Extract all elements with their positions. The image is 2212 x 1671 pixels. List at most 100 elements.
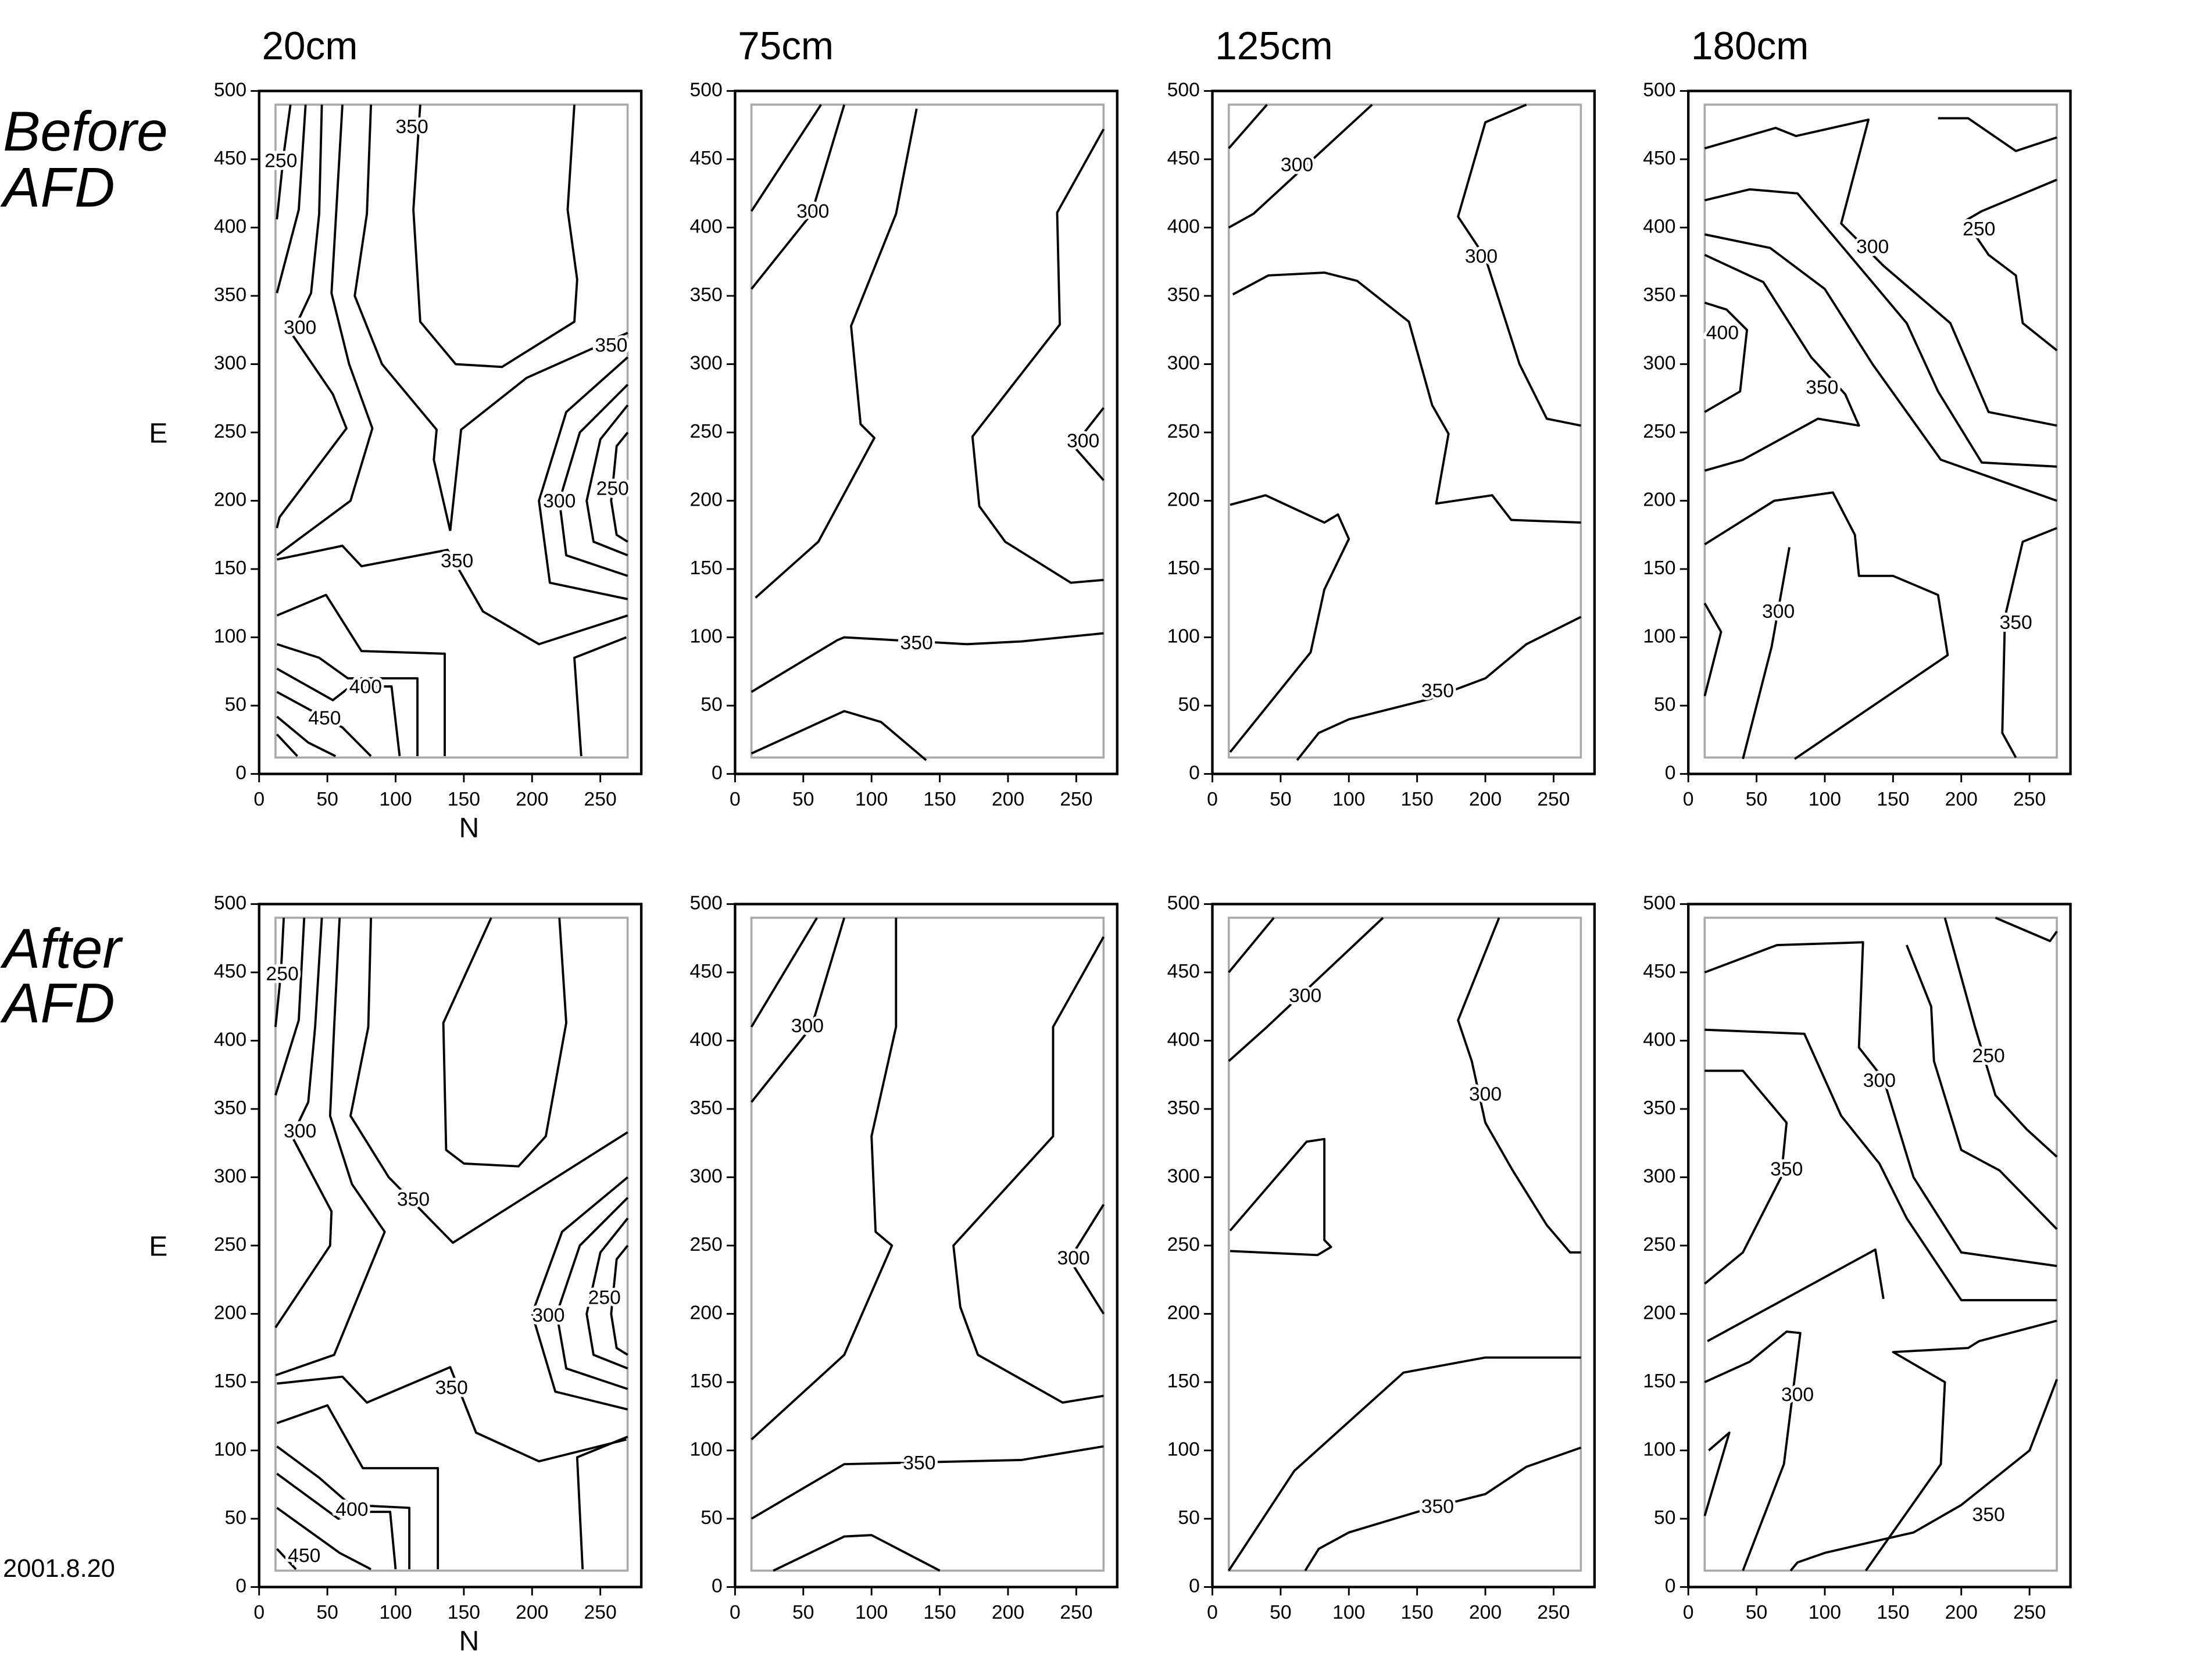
y-tick-label: 500 (690, 892, 723, 914)
contour-line (750, 917, 818, 1028)
contour-line (277, 1366, 627, 1463)
y-tick-label: 150 (1643, 1370, 1675, 1392)
y-tick-label: 300 (690, 352, 723, 374)
contour-line (1228, 103, 1268, 149)
x-tick-label: 50 (792, 788, 814, 810)
y-tick-label: 400 (1643, 215, 1675, 237)
data-domain (750, 917, 1105, 1572)
y-tick-label: 350 (690, 284, 723, 306)
y-tick-label: 0 (235, 761, 246, 783)
x-tick-label: 100 (855, 788, 888, 810)
y-tick-label: 500 (1643, 78, 1675, 101)
contour-label: 300 (1762, 600, 1795, 622)
y-tick-label: 500 (1167, 78, 1200, 101)
contour-line (1296, 616, 1582, 761)
y-tick-label: 500 (690, 78, 723, 101)
y-tick-label: 250 (690, 420, 723, 442)
contour-line (751, 918, 898, 1441)
y-tick-label: 400 (1167, 1028, 1200, 1050)
y-tick-label: 200 (1643, 488, 1675, 510)
x-tick-label: 100 (1332, 1601, 1365, 1623)
contour-label: 250 (596, 478, 629, 500)
contour-label: 250 (1963, 218, 1995, 240)
x-tick-label: 200 (1945, 1601, 1978, 1623)
y-tick-label: 200 (1167, 488, 1200, 510)
y-tick-label: 400 (690, 1028, 723, 1050)
x-tick-label: 150 (923, 1601, 956, 1623)
y-tick-label: 250 (214, 420, 246, 442)
contour-line (276, 545, 628, 646)
contour-line (1742, 547, 1791, 760)
contour-line (1906, 944, 2058, 1230)
x-tick-label: 200 (992, 788, 1024, 810)
y-tick-label: 300 (214, 1165, 246, 1187)
y-tick-label: 50 (701, 1507, 723, 1529)
y-tick-label: 350 (214, 1097, 246, 1119)
y-tick-label: 500 (214, 78, 246, 101)
y-tick-label: 0 (1189, 761, 1200, 783)
contour-label: 400 (335, 1498, 368, 1520)
contour-line (276, 1507, 372, 1570)
contour-label: 350 (2000, 611, 2032, 634)
row-label: AFD (0, 972, 115, 1035)
x-tick-label: 0 (1683, 1601, 1694, 1623)
y-tick-label: 250 (1167, 420, 1200, 442)
date: 2001.8.20 (3, 1555, 115, 1583)
contour-label: 350 (903, 1452, 935, 1474)
contour-line (276, 1445, 411, 1569)
contour-label: 350 (1421, 1495, 1454, 1518)
contour-line (353, 105, 452, 531)
y-tick-label: 150 (690, 1370, 723, 1392)
x-tick-label: 50 (316, 1601, 338, 1623)
contour-line (1704, 491, 1949, 760)
y-tick-label: 0 (712, 1575, 723, 1597)
row-label: After (0, 918, 123, 980)
contour-line (1457, 917, 1581, 1254)
contour-line (1228, 917, 1275, 974)
x-tick-label: 150 (923, 788, 956, 810)
y-tick-label: 150 (690, 557, 723, 579)
contour-label: 350 (1972, 1504, 2005, 1526)
contour-line (773, 1534, 941, 1572)
contour-line (576, 1436, 628, 1570)
y-tick-label: 100 (1643, 1438, 1675, 1460)
contour-label: 400 (1706, 322, 1739, 344)
y-tick-label: 450 (690, 960, 723, 982)
contour-line (276, 733, 298, 757)
contour-line (1704, 118, 2057, 427)
x-tick-label: 50 (1270, 788, 1292, 810)
y-tick-label: 450 (1643, 147, 1675, 169)
contour-label: 450 (288, 1545, 320, 1567)
x-tick-label: 0 (253, 1601, 265, 1623)
y-tick-label: 350 (1643, 1097, 1675, 1119)
y-tick-label: 500 (1167, 892, 1200, 914)
x-tick-label: 50 (1270, 1601, 1292, 1623)
contour-label: 300 (1856, 236, 1889, 258)
contour-line (276, 104, 292, 220)
x-tick-label: 200 (992, 1601, 1024, 1623)
x-tick-label: 150 (1877, 788, 1909, 810)
x-tick-label: 200 (1469, 1601, 1502, 1623)
x-tick-label: 100 (1809, 1601, 1841, 1623)
contour-line (1457, 103, 1581, 427)
contour-line (2001, 527, 2057, 758)
contour-line (442, 917, 567, 1168)
x-tick-label: 250 (1060, 1601, 1092, 1623)
contour-line (274, 917, 306, 1096)
contour-line (531, 1176, 628, 1411)
data-domain (1703, 103, 2058, 759)
x-tick-label: 250 (1537, 1601, 1570, 1623)
x-tick-label: 100 (379, 1601, 412, 1623)
contour-line (1072, 407, 1105, 481)
contour-label: 350 (1770, 1158, 1803, 1180)
contour-line (276, 643, 419, 756)
contour-line (1964, 178, 2058, 352)
contour-line (750, 104, 822, 212)
panel-title: 20cm (262, 24, 358, 68)
x-tick-label: 50 (1746, 1601, 1768, 1623)
y-tick-label: 150 (214, 1370, 246, 1392)
y-tick-label: 400 (214, 215, 246, 237)
x-tick-label: 250 (584, 1601, 617, 1623)
